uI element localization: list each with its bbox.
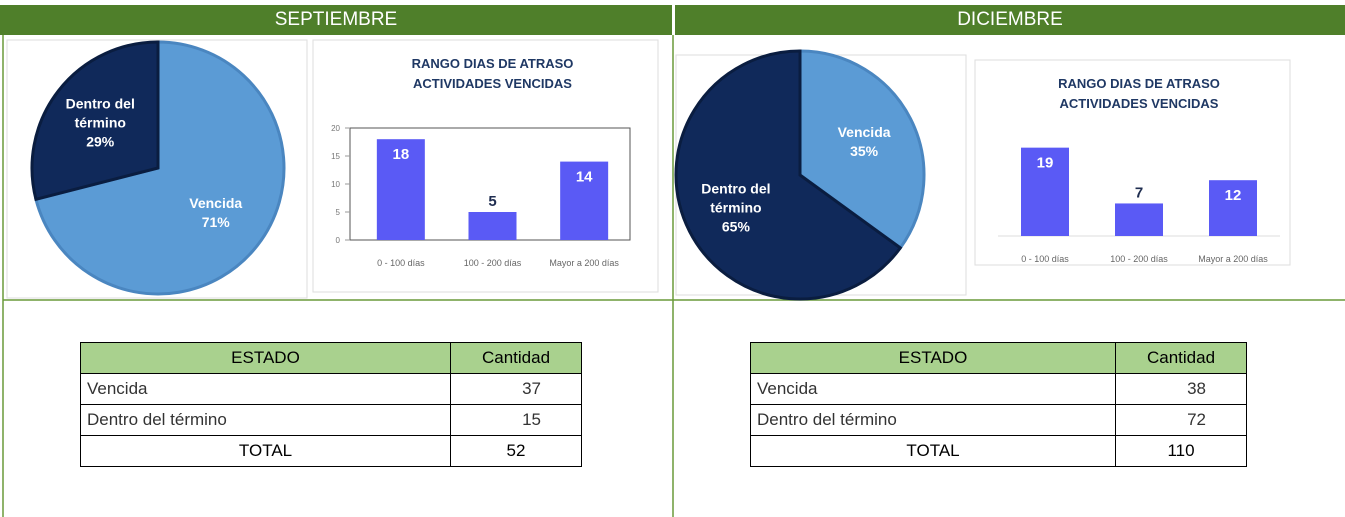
quantity-cell: 72 bbox=[1115, 404, 1247, 436]
quantity-cell: 38 bbox=[1115, 373, 1247, 405]
bar-value-label: 5 bbox=[488, 193, 496, 210]
bar-value-label: 19 bbox=[1037, 155, 1054, 172]
y-tick-label: 0 bbox=[336, 236, 341, 245]
bar bbox=[1021, 147, 1069, 236]
total-cell: 52 bbox=[450, 435, 582, 467]
x-tick-label: Mayor a 200 días bbox=[1198, 254, 1268, 264]
bar-value-label: 14 bbox=[576, 169, 593, 186]
quantity-cell: 37 bbox=[450, 373, 582, 405]
x-tick-label: Mayor a 200 días bbox=[549, 258, 619, 268]
panel-header: SEPTIEMBRE bbox=[0, 5, 672, 35]
bar bbox=[560, 161, 609, 240]
pie-category: Vencida bbox=[189, 194, 243, 211]
y-tick-label: 5 bbox=[336, 208, 341, 217]
bar-value-label: 7 bbox=[1135, 184, 1143, 201]
y-tick-label: 20 bbox=[331, 124, 340, 133]
pie-label: Dentro del término 65% bbox=[693, 179, 779, 236]
x-tick-label: 100 - 200 días bbox=[464, 258, 522, 268]
pie-label: Vencida 35% bbox=[821, 123, 907, 161]
panel-header: DICIEMBRE bbox=[675, 5, 1345, 35]
total-cell: 110 bbox=[1115, 435, 1247, 467]
table-header-row: ESTADO Cantidad bbox=[80, 342, 582, 374]
bar bbox=[376, 139, 425, 240]
pie-value: 65% bbox=[721, 218, 750, 235]
y-tick-label: 10 bbox=[331, 180, 340, 189]
table-row: Dentro del término 72 bbox=[750, 404, 1247, 436]
pie-slice bbox=[674, 49, 903, 301]
y-tick-label: 15 bbox=[331, 152, 340, 161]
pie-value: 35% bbox=[850, 143, 879, 160]
table-row: Vencida 37 bbox=[80, 373, 582, 405]
pie-slice bbox=[798, 49, 926, 250]
pie-category: Dentro del término bbox=[65, 95, 135, 131]
table-total-row: TOTAL 52 bbox=[80, 435, 582, 467]
quantity-cell: 15 bbox=[450, 404, 582, 436]
status-cell: Vencida bbox=[750, 373, 1116, 405]
bar-value-label: 18 bbox=[392, 146, 409, 163]
pie-value: 71% bbox=[201, 213, 230, 230]
status-table: ESTADO Cantidad Vencida 38 Dentro del términ… bbox=[750, 342, 1247, 467]
x-tick-label: 0 - 100 días bbox=[377, 258, 425, 268]
x-tick-label: 0 - 100 días bbox=[1021, 254, 1069, 264]
table-row: Dentro del término 15 bbox=[80, 404, 582, 436]
bar bbox=[1209, 180, 1257, 236]
bar-title: ACTIVIDADES VENCIDAS bbox=[413, 76, 572, 91]
bar-value-label: 12 bbox=[1225, 187, 1242, 204]
pie-slice bbox=[34, 40, 286, 296]
status-table: ESTADO Cantidad Vencida 37 Dentro del términ… bbox=[80, 342, 582, 467]
pie-value: 29% bbox=[86, 133, 115, 150]
pie-label: Vencida 71% bbox=[173, 194, 259, 232]
table-total-row: TOTAL 110 bbox=[750, 435, 1247, 467]
status-cell: Dentro del término bbox=[80, 404, 451, 436]
pie-category: Dentro del término bbox=[701, 180, 771, 216]
header-cell: ESTADO bbox=[750, 342, 1116, 374]
bar-title: RANGO DIAS DE ATRASO bbox=[1058, 76, 1220, 91]
bar bbox=[1115, 203, 1163, 236]
x-tick-label: 100 - 200 días bbox=[1110, 254, 1168, 264]
status-cell: Dentro del término bbox=[750, 404, 1116, 436]
bar-title: RANGO DIAS DE ATRASO bbox=[412, 56, 574, 71]
bar-title: ACTIVIDADES VENCIDAS bbox=[1060, 96, 1219, 111]
total-cell: TOTAL bbox=[80, 435, 451, 467]
header-cell: Cantidad bbox=[450, 342, 582, 374]
status-cell: Vencida bbox=[80, 373, 451, 405]
total-cell: TOTAL bbox=[750, 435, 1116, 467]
pie-label: Dentro del término 29% bbox=[57, 95, 143, 152]
bar bbox=[468, 212, 517, 240]
pie-slice bbox=[30, 40, 160, 202]
pie-category: Vencida bbox=[837, 124, 891, 141]
header-cell: ESTADO bbox=[80, 342, 451, 374]
table-header-row: ESTADO Cantidad bbox=[750, 342, 1247, 374]
header-cell: Cantidad bbox=[1115, 342, 1247, 374]
table-row: Vencida 38 bbox=[750, 373, 1247, 405]
